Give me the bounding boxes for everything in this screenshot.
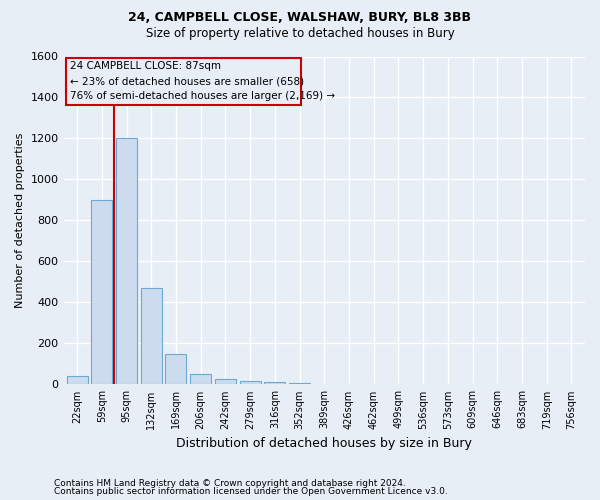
X-axis label: Distribution of detached houses by size in Bury: Distribution of detached houses by size … <box>176 437 472 450</box>
Bar <box>265 382 286 384</box>
Bar <box>190 374 211 384</box>
Bar <box>91 200 112 384</box>
Bar <box>67 376 88 384</box>
Text: 24 CAMPBELL CLOSE: 87sqm
← 23% of detached houses are smaller (658)
76% of semi-: 24 CAMPBELL CLOSE: 87sqm ← 23% of detach… <box>70 62 335 101</box>
Text: Size of property relative to detached houses in Bury: Size of property relative to detached ho… <box>146 28 454 40</box>
Bar <box>116 138 137 384</box>
Y-axis label: Number of detached properties: Number of detached properties <box>15 133 25 308</box>
Text: 24, CAMPBELL CLOSE, WALSHAW, BURY, BL8 3BB: 24, CAMPBELL CLOSE, WALSHAW, BURY, BL8 3… <box>128 11 472 24</box>
FancyBboxPatch shape <box>66 58 301 104</box>
Bar <box>239 382 260 384</box>
Text: Contains public sector information licensed under the Open Government Licence v3: Contains public sector information licen… <box>54 487 448 496</box>
Bar <box>215 380 236 384</box>
Bar <box>141 288 162 384</box>
Text: Contains HM Land Registry data © Crown copyright and database right 2024.: Contains HM Land Registry data © Crown c… <box>54 478 406 488</box>
Bar <box>166 354 187 384</box>
